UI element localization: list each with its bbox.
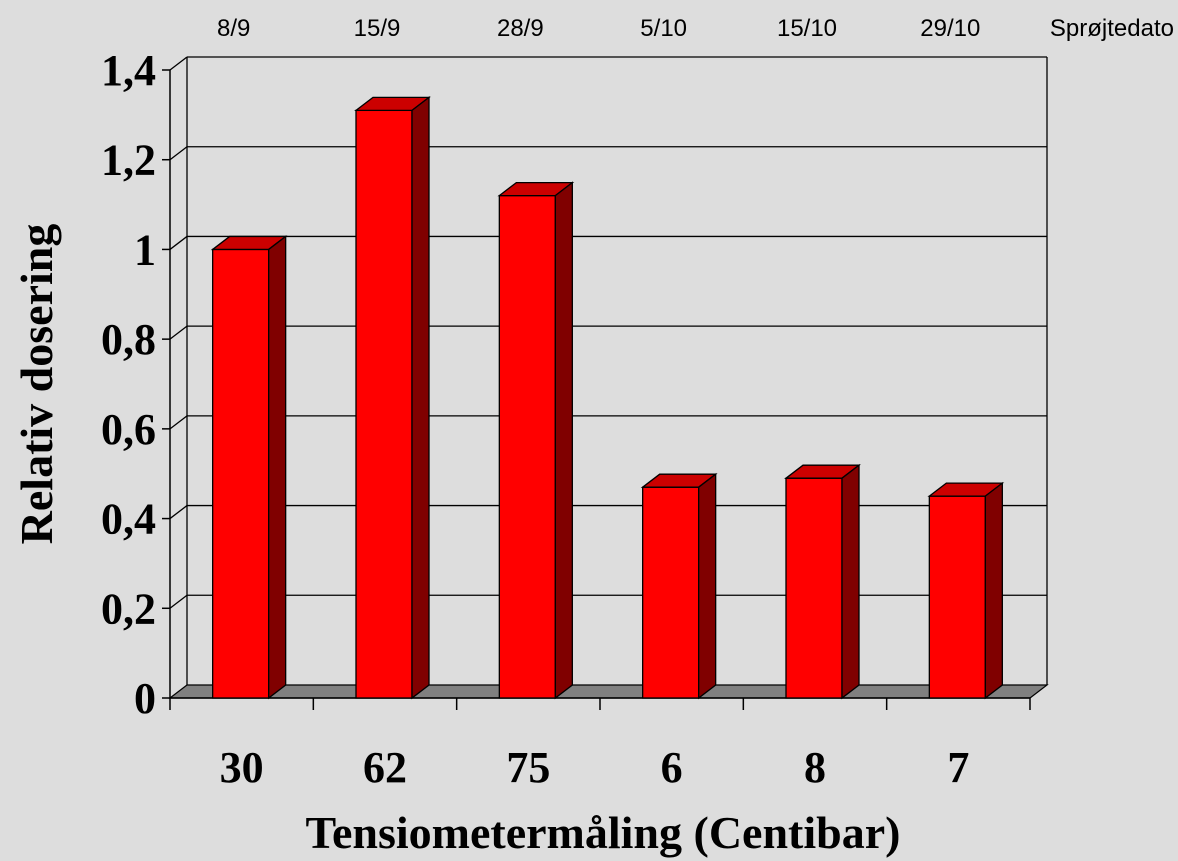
bar	[784, 463, 861, 700]
y-tick-label: 0,4	[101, 495, 156, 544]
gridline-wall	[169, 146, 188, 161]
y-tick-label: 0,2	[101, 584, 156, 633]
y-tick-label: 0	[134, 674, 156, 723]
bar-side	[411, 96, 430, 700]
floor-plane	[168, 684, 1049, 699]
gridlines	[169, 56, 1048, 685]
date-label: 15/9	[354, 15, 401, 42]
bar-front	[498, 194, 556, 699]
bar-front	[642, 486, 700, 699]
x-tick-label: 6	[661, 743, 683, 792]
date-label: 28/9	[497, 15, 544, 42]
bar-front	[785, 477, 843, 699]
x-tick-label: 7	[947, 743, 969, 792]
gridline-wall	[169, 56, 188, 71]
x-tick-label: 62	[363, 743, 407, 792]
bar	[497, 181, 575, 700]
bar-side	[841, 463, 860, 700]
x-tick-label: 75	[506, 743, 550, 792]
gridline-wall	[169, 505, 188, 520]
bar-side	[268, 235, 287, 700]
bar	[354, 96, 431, 700]
gridline-wall	[169, 235, 188, 250]
gridline-wall	[169, 594, 188, 609]
y-tick-label: 0,6	[101, 405, 156, 454]
gridline-wall	[169, 415, 188, 430]
y-tick-label: 0,8	[101, 315, 156, 364]
bar-front	[212, 248, 270, 699]
bar-side	[554, 181, 573, 700]
x-tick-label: 8	[804, 743, 826, 792]
secondary-x-axis-title: Sprøjtedato	[1050, 15, 1174, 42]
date-label: 15/10	[777, 15, 837, 42]
y-tick-label: 1,4	[101, 46, 156, 95]
tick-labels: 0 0,2 0,4 0,6 0,8 1 1,2 1,4 30 8/9 62 15/9 75 28/9 6 5/…	[101, 15, 980, 792]
date-label: 29/10	[920, 15, 980, 42]
x-axis-title: Tensiometermåling (Centibar)	[306, 807, 901, 858]
bar	[640, 472, 718, 700]
bar-side	[698, 472, 717, 700]
y-tick-label: 1,2	[101, 136, 156, 185]
x-tick-label: 30	[220, 743, 264, 792]
bar-front	[928, 495, 986, 699]
bar-side	[984, 481, 1003, 700]
y-axis-title: Relativ dosering	[11, 224, 62, 545]
bar	[927, 481, 1005, 700]
bars	[210, 96, 1005, 700]
bar-front	[355, 109, 413, 699]
y-tick-label: 1	[134, 225, 156, 274]
axes	[162, 69, 1031, 710]
bar	[210, 235, 288, 700]
date-label: 5/10	[640, 15, 687, 42]
date-label: 8/9	[217, 15, 250, 42]
gridline-wall	[169, 325, 188, 340]
chart-floor	[168, 684, 1049, 699]
